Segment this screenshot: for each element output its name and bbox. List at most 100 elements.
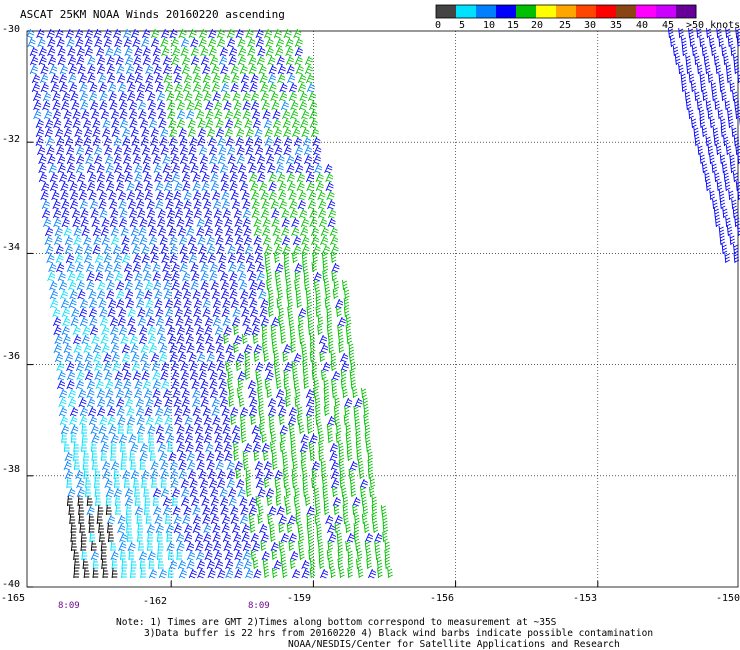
wind-barb <box>261 199 270 210</box>
wind-barb <box>58 280 68 291</box>
wind-barb <box>100 549 107 561</box>
wind-barb <box>201 172 210 183</box>
wind-barb <box>345 315 352 327</box>
wind-barb <box>206 235 215 246</box>
wind-barb <box>242 100 251 111</box>
wind-barb <box>93 477 100 489</box>
wind-barb <box>735 27 740 39</box>
wind-barb <box>128 208 138 219</box>
wind-barb <box>310 226 319 237</box>
wind-barb <box>290 342 297 354</box>
wind-barb <box>712 198 718 210</box>
wind-barb <box>74 127 83 138</box>
wind-barb <box>244 118 253 129</box>
wind-barb <box>83 468 90 480</box>
wind-barb <box>132 262 142 273</box>
wind-barb <box>176 217 185 228</box>
wind-barb <box>238 46 247 57</box>
wind-barb <box>237 37 246 48</box>
wind-barb <box>119 109 128 120</box>
wind-barb <box>57 370 66 381</box>
wind-barb <box>221 73 231 84</box>
wind-barb <box>66 163 75 174</box>
wind-barb <box>277 288 283 300</box>
wind-barb <box>144 495 151 507</box>
wind-barb <box>211 289 220 300</box>
wind-barb <box>298 315 304 327</box>
wind-barb <box>146 316 155 327</box>
wind-barb <box>220 505 229 516</box>
wind-barb <box>224 109 233 120</box>
wind-barb <box>87 73 96 84</box>
wind-barb <box>163 73 172 84</box>
wind-barb <box>310 127 319 138</box>
wind-barb <box>227 145 236 156</box>
wind-barb <box>311 477 317 489</box>
wind-barb <box>186 226 195 237</box>
wind-barb <box>126 181 135 192</box>
wind-barb <box>214 442 223 453</box>
wind-barb <box>79 199 88 210</box>
wind-barb <box>75 469 84 480</box>
wind-barb <box>380 504 387 516</box>
wind-barb <box>172 388 181 399</box>
wind-barb <box>135 397 144 408</box>
wind-barb <box>214 109 223 120</box>
wind-barb <box>734 99 740 111</box>
wind-barb <box>254 244 263 255</box>
wind-barb <box>245 127 254 138</box>
wind-barb <box>50 73 59 84</box>
wind-barb <box>274 145 283 156</box>
wind-barb <box>322 261 329 273</box>
wind-barb <box>128 433 137 444</box>
wind-barb <box>311 235 320 246</box>
wind-barb <box>298 324 304 336</box>
wind-barb <box>246 262 256 273</box>
wind-barb <box>364 423 371 435</box>
wind-barb <box>318 432 325 444</box>
wind-barb <box>183 73 193 84</box>
wind-barb <box>259 181 268 192</box>
wind-barb <box>330 469 339 480</box>
wind-barb <box>292 252 298 264</box>
wind-barb <box>230 190 239 201</box>
wind-barb <box>244 351 251 363</box>
wind-barb <box>215 334 224 345</box>
wind-barb <box>98 531 105 543</box>
wind-barb <box>199 478 209 489</box>
wind-barb <box>69 181 78 192</box>
wind-barb <box>181 163 190 174</box>
wind-barb <box>291 217 300 228</box>
wind-barb <box>214 226 223 237</box>
wind-barb <box>130 459 137 471</box>
wind-barb <box>226 28 235 39</box>
wind-barb <box>279 91 288 102</box>
wind-barb <box>713 54 720 66</box>
wind-barb <box>202 64 211 75</box>
wind-barb <box>308 549 314 561</box>
wind-barb <box>190 262 199 273</box>
wind-barb <box>214 325 223 336</box>
wind-barb <box>252 433 262 444</box>
wind-barb <box>77 64 86 75</box>
wind-barb <box>256 154 265 165</box>
wind-barb <box>216 244 225 255</box>
wind-barb <box>144 406 153 417</box>
wind-barb <box>349 477 356 489</box>
wind-barb <box>196 559 205 570</box>
wind-barb <box>234 460 243 471</box>
wind-barb <box>192 64 201 75</box>
wind-barb <box>110 441 117 453</box>
wind-barb <box>166 531 173 543</box>
wind-barb <box>76 55 85 66</box>
wind-barb <box>100 226 109 237</box>
wind-barb <box>130 442 139 453</box>
wind-barb <box>245 136 254 147</box>
wind-barb <box>285 486 291 498</box>
wind-barb <box>371 504 378 516</box>
wind-barb <box>185 208 194 219</box>
wind-barb <box>203 433 212 444</box>
wind-barb <box>262 217 271 228</box>
wind-barb <box>69 199 78 210</box>
wind-barb <box>732 171 739 183</box>
